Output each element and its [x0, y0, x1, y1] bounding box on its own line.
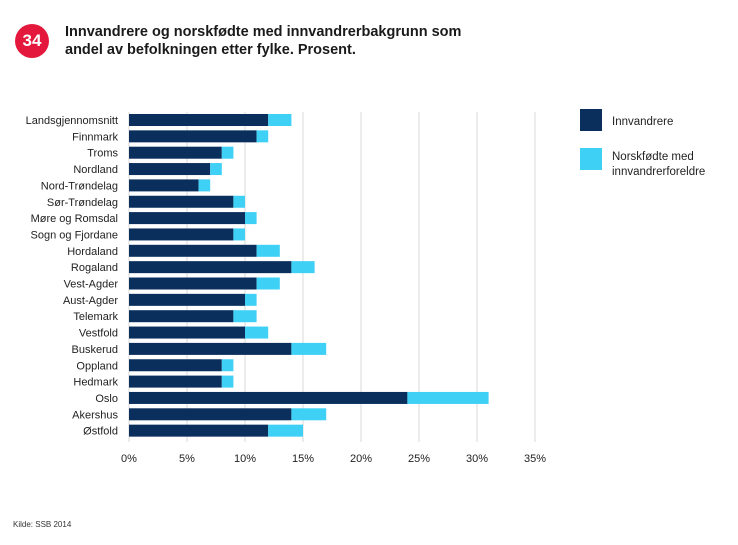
bar-innvandrere-8: [129, 244, 257, 257]
category-label: Hedmark: [73, 377, 118, 389]
category-label: Finnmark: [72, 131, 118, 143]
category-label: Landsgjennomsnitt: [26, 115, 118, 127]
x-tick-label: 10%: [234, 453, 256, 465]
bar-norskfodte-8: [256, 244, 280, 257]
bar-norskfodte-1: [256, 130, 269, 143]
legend-label-innvandrere: Innvandrere: [612, 116, 673, 128]
bar-innvandrere-9: [129, 261, 292, 274]
legend-label-norskfodte-line1: Norskfødte med: [612, 151, 694, 163]
x-tick-label: 20%: [350, 453, 372, 465]
category-label: Rogaland: [71, 262, 118, 274]
bar-innvandrere-13: [129, 326, 245, 339]
bar-innvandrere-3: [129, 163, 211, 176]
bar-innvandrere-11: [129, 293, 245, 306]
chart-title: Innvandrere og norskfødte med innvandrer…: [65, 24, 462, 58]
bar-norskfodte-11: [245, 293, 257, 306]
bar-norskfodte-9: [291, 261, 315, 274]
bar-norskfodte-19: [268, 424, 303, 437]
bar-innvandrere-16: [129, 375, 222, 388]
category-label: Troms: [87, 148, 118, 160]
bar-norskfodte-3: [210, 163, 222, 176]
source-note: Kilde: SSB 2014: [13, 520, 72, 529]
bar-norskfodte-5: [233, 195, 245, 208]
category-label: Oslo: [95, 393, 118, 405]
x-tick-label: 0%: [121, 453, 137, 465]
legend-swatch-innvandrere: [580, 109, 602, 131]
bar-innvandrere-19: [129, 424, 269, 437]
x-tick-label: 30%: [466, 453, 488, 465]
bar-innvandrere-12: [129, 310, 234, 323]
category-label: Akershus: [72, 409, 118, 421]
bar-innvandrere-6: [129, 212, 245, 225]
bar-norskfodte-2: [221, 146, 234, 159]
x-tick-label: 5%: [179, 453, 195, 465]
legend-label-norskfodte-line2: innvandrerforeldre: [612, 166, 705, 178]
category-label: Aust-Agder: [63, 295, 118, 307]
category-label: Hordaland: [67, 246, 118, 258]
bar-innvandrere-4: [129, 179, 199, 192]
bar-norskfodte-7: [233, 228, 245, 241]
bar-norskfodte-17: [407, 391, 489, 404]
category-label: Nord-Trøndelag: [41, 180, 118, 192]
bar-innvandrere-15: [129, 359, 222, 372]
bar-innvandrere-10: [129, 277, 257, 290]
category-label: Sør-Trøndelag: [47, 197, 118, 209]
category-label: Oppland: [76, 360, 118, 372]
category-label: Vestfold: [79, 328, 118, 340]
bar-norskfodte-18: [291, 408, 327, 421]
bar-innvandrere-2: [129, 146, 222, 159]
legend-swatch-norskfodte: [580, 148, 602, 170]
bar-norskfodte-13: [245, 326, 269, 339]
x-tick-label: 35%: [524, 453, 546, 465]
bar-norskfodte-12: [233, 310, 257, 323]
bar-innvandrere-14: [129, 342, 292, 355]
bar-norskfodte-6: [245, 212, 257, 225]
category-label: Telemark: [73, 311, 118, 323]
bar-innvandrere-7: [129, 228, 234, 241]
bar-innvandrere-5: [129, 195, 234, 208]
bar-innvandrere-1: [129, 130, 257, 143]
category-label: Møre og Romsdal: [31, 213, 118, 225]
bar-norskfodte-4: [198, 179, 211, 192]
bar-innvandrere-17: [129, 391, 408, 404]
category-label: Nordland: [73, 164, 118, 176]
category-label: Sogn og Fjordane: [31, 229, 118, 241]
bar-norskfodte-15: [221, 359, 234, 372]
bar-innvandrere-18: [129, 408, 292, 421]
category-label: Østfold: [83, 426, 118, 438]
bar-norskfodte-16: [221, 375, 234, 388]
chart-number-badge: 34: [15, 24, 49, 58]
bar-norskfodte-0: [268, 114, 292, 126]
bar-norskfodte-10: [256, 277, 280, 290]
bar-innvandrere-0: [129, 114, 269, 126]
x-tick-label: 15%: [292, 453, 314, 465]
bar-norskfodte-14: [291, 342, 327, 355]
category-label: Vest-Agder: [64, 279, 119, 291]
category-label: Buskerud: [72, 344, 118, 356]
x-tick-label: 25%: [408, 453, 430, 465]
